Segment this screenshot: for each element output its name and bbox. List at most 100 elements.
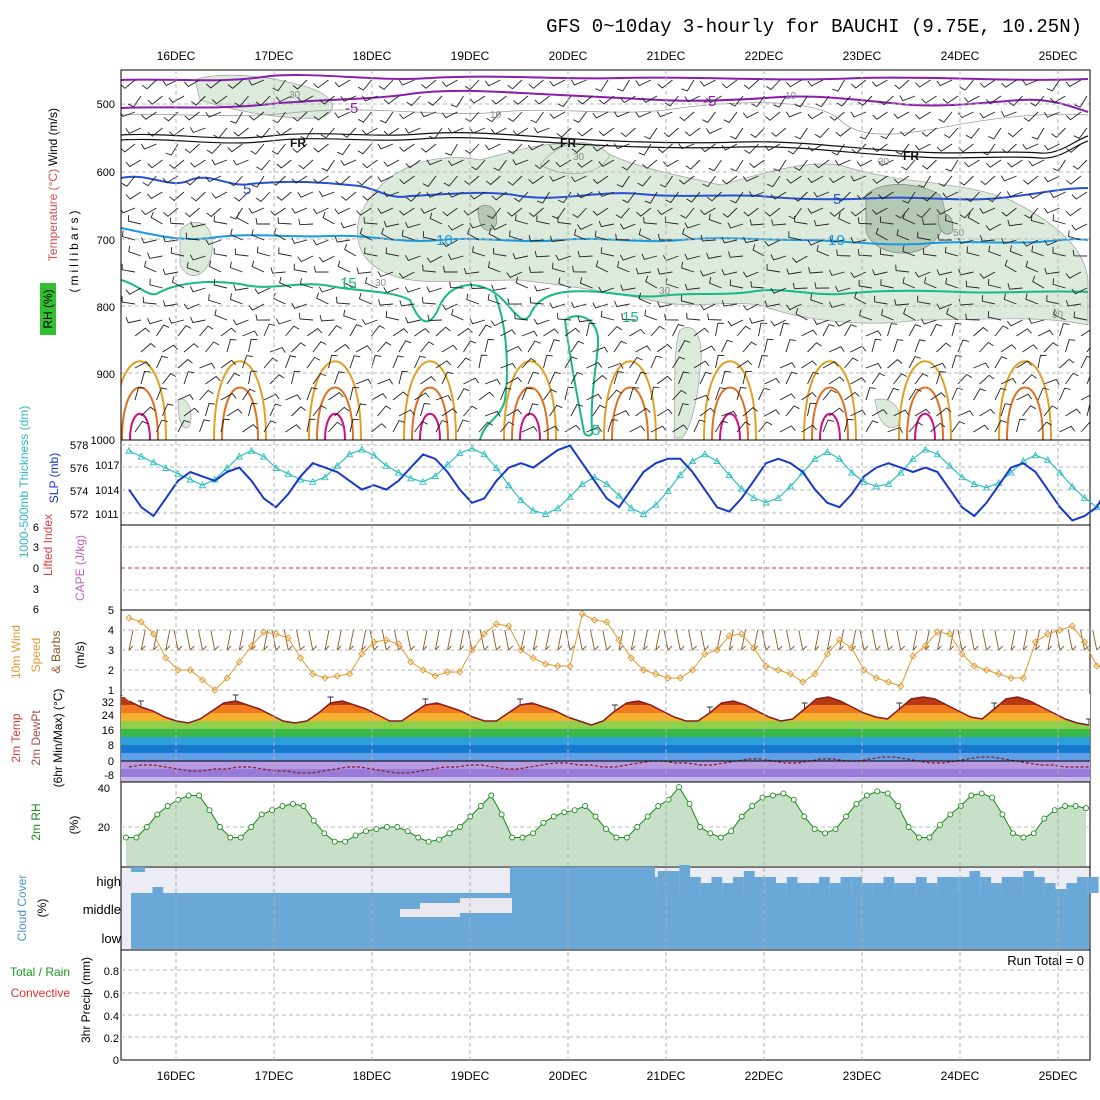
wind-10m-barb — [210, 629, 220, 651]
cloud-high-block — [722, 883, 734, 893]
wind-barb — [764, 377, 781, 385]
pressure-tick: 900 — [97, 369, 115, 381]
wind-barb — [1004, 259, 1017, 273]
wind-barb — [213, 247, 228, 257]
wind-barb — [445, 143, 458, 156]
rh-2m-marker — [436, 836, 442, 843]
wind-barb — [615, 233, 630, 241]
temp-tick: 32 — [102, 697, 114, 709]
wind-barb — [337, 260, 351, 273]
wind-barb — [1046, 295, 1060, 305]
thickness-marker — [455, 449, 464, 456]
thickness-marker — [321, 473, 329, 481]
wind-barb — [659, 175, 673, 188]
wind-barb — [469, 191, 486, 200]
wind-barb — [279, 276, 292, 289]
wind-barb — [557, 216, 572, 225]
wind-barb — [684, 127, 701, 137]
wind-barb — [564, 386, 574, 401]
thickness-marker — [872, 482, 881, 490]
temp-band — [121, 761, 1090, 769]
wind-barb — [343, 277, 357, 289]
wind-barb — [251, 229, 265, 241]
wind-barb — [758, 421, 773, 433]
date-label: 25DEC — [1039, 1069, 1078, 1083]
chart-title: GFS 0~10day 3-hourly for BAUCHI (9.75E, … — [546, 16, 1082, 38]
ylabel-rh-unit: (%) — [67, 816, 81, 835]
wind-barb — [169, 159, 185, 169]
rh-2m-marker — [415, 834, 422, 841]
wind-10m-barb — [798, 629, 808, 651]
wind-10m-barb — [185, 629, 195, 651]
li-tick: 6 — [33, 604, 39, 616]
wind-barb — [226, 339, 237, 353]
wind-barb — [957, 339, 970, 353]
wind-barb — [613, 143, 630, 150]
wind-10m-barb — [479, 629, 489, 651]
warm-contour-arc — [324, 412, 346, 440]
wind-barb — [570, 371, 583, 385]
wind-barb — [383, 220, 400, 228]
wind-barb — [917, 231, 931, 241]
wind-barb — [255, 191, 271, 202]
wind-speed-marker — [811, 670, 819, 678]
wind-10m-barb — [1067, 629, 1077, 651]
wind-speed-marker — [296, 654, 305, 662]
wind-barb — [486, 111, 501, 123]
wind-barb — [1065, 372, 1079, 385]
wind-10m-barb — [447, 629, 452, 651]
wind-barb — [463, 377, 480, 385]
wind-barb — [1037, 387, 1050, 401]
wind-barb — [1028, 159, 1045, 167]
ylabel-cloud-unit: (%) — [35, 899, 49, 918]
wind-barb — [1022, 79, 1039, 86]
wind-barb — [1030, 214, 1045, 225]
wind-barb — [770, 319, 787, 327]
wind-barb — [943, 127, 959, 139]
wind-barb — [752, 244, 765, 257]
wind-barb — [441, 111, 458, 119]
wind-barb — [318, 190, 335, 197]
wind-barb — [893, 111, 910, 119]
wind-barb — [894, 299, 910, 306]
wind-barb — [199, 362, 216, 369]
wind-barb — [371, 393, 387, 401]
wind-barb — [957, 111, 974, 119]
date-axis-top: 16DEC 17DEC 18DEC 19DEC 20DEC 21DEC 22DE… — [157, 49, 1078, 63]
wind-barb — [534, 250, 550, 258]
wind-barb — [902, 191, 916, 204]
temp-contour-fr — [121, 132, 1089, 154]
wind-barb — [226, 372, 240, 385]
cloud-level-label: middle — [83, 902, 121, 917]
wind-barb — [1000, 110, 1017, 118]
wind-barb — [543, 328, 559, 337]
wind-barb — [801, 392, 817, 401]
thickness-marker — [198, 481, 207, 489]
thickness-marker — [272, 464, 280, 471]
wind-barb — [285, 424, 301, 433]
wind-speed-marker — [603, 618, 611, 626]
wind-10m-barb — [361, 629, 367, 651]
warm-contour-arc — [419, 412, 441, 440]
wind-barb — [469, 127, 486, 134]
wind-barb — [914, 339, 926, 353]
wind-barb — [230, 111, 243, 124]
wind-barb — [297, 95, 314, 103]
wind-barb — [1022, 374, 1037, 385]
wind-barb — [786, 79, 802, 88]
wind-barb — [1043, 405, 1058, 417]
wind-barb — [706, 252, 722, 260]
rh-contour-label: 10 — [785, 91, 797, 102]
wind-barb — [707, 313, 722, 321]
wind-barb — [699, 303, 716, 311]
wind-barb — [872, 175, 888, 184]
wind-barb — [1050, 95, 1066, 104]
wind-barb — [134, 327, 151, 337]
wind-barb — [1074, 95, 1088, 108]
wind-barb — [334, 406, 350, 417]
wind-barb — [896, 229, 910, 241]
wind-speed-marker — [137, 618, 145, 626]
wind-barb — [877, 159, 894, 167]
wind-barb — [951, 355, 962, 369]
rh-2m-marker — [258, 811, 265, 818]
